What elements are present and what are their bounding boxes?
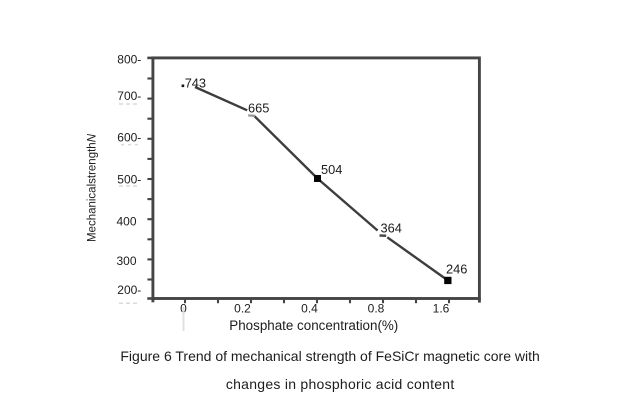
svg-text:665: 665 [248, 101, 269, 116]
svg-text:700-: 700- [117, 89, 141, 103]
svg-text:0.8: 0.8 [368, 302, 385, 316]
svg-text:504: 504 [321, 162, 342, 177]
svg-text:0.4: 0.4 [301, 302, 318, 316]
svg-text:364: 364 [381, 220, 402, 235]
svg-text:0.2: 0.2 [234, 302, 251, 316]
svg-text:1.6: 1.6 [433, 302, 450, 316]
svg-text:200-: 200- [117, 283, 141, 297]
svg-text:400: 400 [116, 214, 136, 228]
svg-text:changes in phosphoric acid con: changes in phosphoric acid content [226, 376, 455, 392]
svg-text:Phosphate concentration(%): Phosphate concentration(%) [229, 318, 398, 333]
svg-text:246: 246 [446, 262, 467, 277]
svg-text:743: 743 [185, 75, 206, 90]
svg-text:500-: 500- [117, 172, 141, 186]
svg-text:600-: 600- [117, 131, 141, 145]
svg-text:300: 300 [116, 254, 136, 268]
svg-text:Figure 6 Trend of mechanical s: Figure 6 Trend of mechanical strength of… [120, 348, 539, 364]
svg-text:800-: 800- [117, 53, 141, 67]
svg-text:MechanicalstrengthN: MechanicalstrengthN [87, 133, 99, 242]
